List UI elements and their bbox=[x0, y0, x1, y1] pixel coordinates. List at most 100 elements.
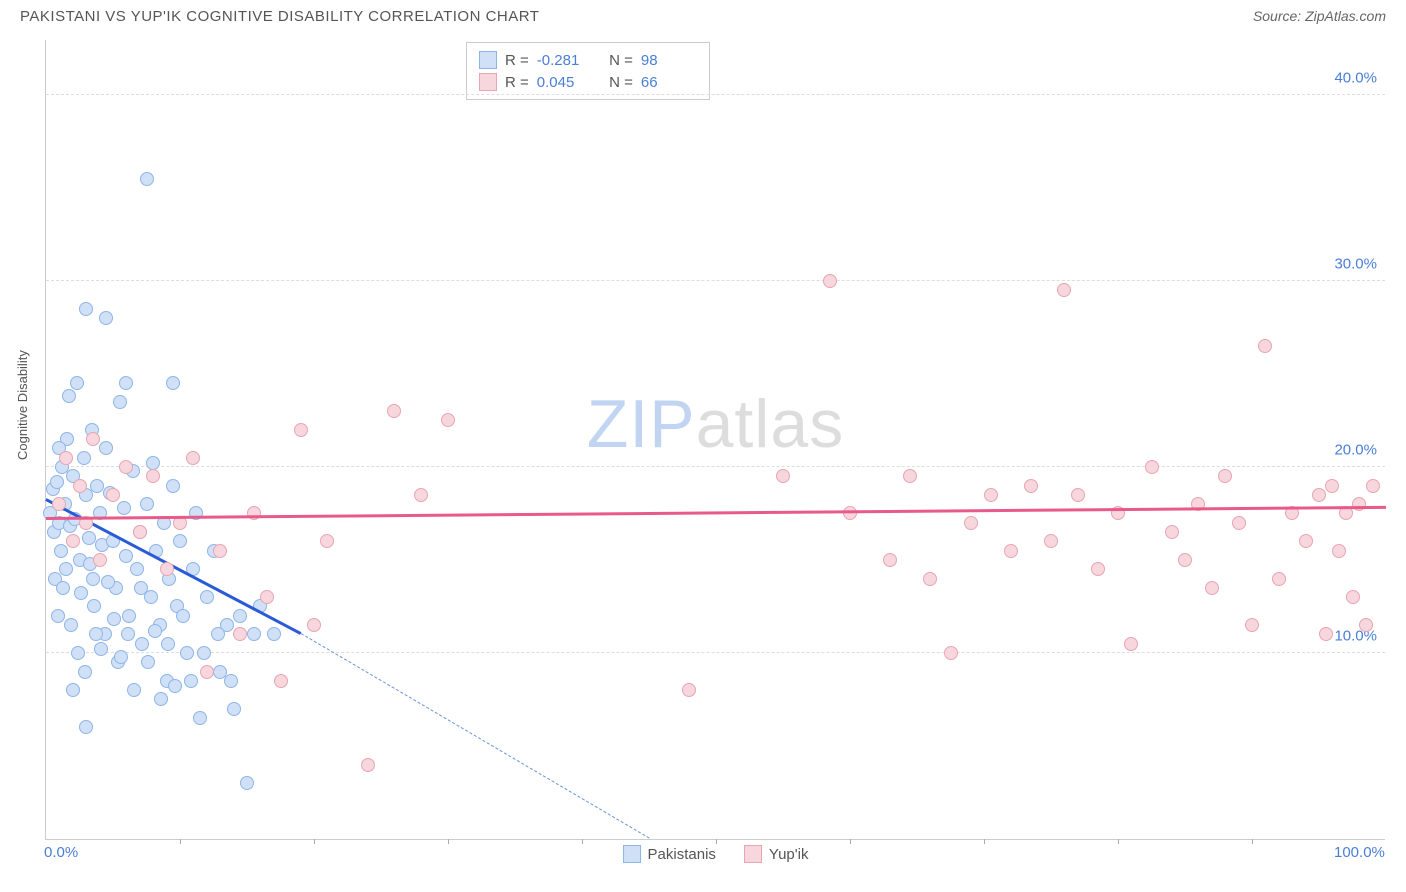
scatter-point bbox=[964, 516, 978, 530]
scatter-point bbox=[1218, 469, 1232, 483]
scatter-point bbox=[86, 572, 100, 586]
source-attribution: Source: ZipAtlas.com bbox=[1253, 8, 1386, 24]
scatter-point bbox=[166, 376, 180, 390]
scatter-point bbox=[127, 683, 141, 697]
n-value: 98 bbox=[641, 52, 697, 69]
scatter-point bbox=[89, 627, 103, 641]
scatter-point bbox=[180, 646, 194, 660]
x-tick-mark bbox=[984, 839, 985, 844]
y-tick-label: 20.0% bbox=[1334, 441, 1377, 458]
scatter-point bbox=[441, 413, 455, 427]
scatter-point bbox=[227, 702, 241, 716]
series-swatch bbox=[479, 51, 497, 69]
scatter-point bbox=[294, 423, 308, 437]
scatter-point bbox=[944, 646, 958, 660]
scatter-point bbox=[117, 501, 131, 515]
scatter-point bbox=[387, 404, 401, 418]
scatter-point bbox=[240, 776, 254, 790]
scatter-point bbox=[184, 674, 198, 688]
scatter-point bbox=[161, 637, 175, 651]
scatter-point bbox=[86, 432, 100, 446]
scatter-point bbox=[130, 562, 144, 576]
gridline bbox=[46, 652, 1385, 653]
scatter-point bbox=[52, 497, 66, 511]
scatter-point bbox=[106, 488, 120, 502]
scatter-point bbox=[1205, 581, 1219, 595]
legend-label: Pakistanis bbox=[648, 846, 716, 863]
scatter-point bbox=[99, 441, 113, 455]
scatter-point bbox=[133, 525, 147, 539]
scatter-point bbox=[1312, 488, 1326, 502]
scatter-point bbox=[79, 720, 93, 734]
r-label: R = bbox=[505, 52, 529, 69]
scatter-point bbox=[93, 553, 107, 567]
scatter-point bbox=[66, 534, 80, 548]
stats-row: R = -0.281 N = 98 bbox=[479, 49, 697, 71]
scatter-point bbox=[82, 531, 96, 545]
scatter-point bbox=[77, 451, 91, 465]
scatter-point bbox=[54, 544, 68, 558]
scatter-point bbox=[213, 544, 227, 558]
scatter-point bbox=[94, 642, 108, 656]
x-tick-mark bbox=[448, 839, 449, 844]
scatter-point bbox=[1245, 618, 1259, 632]
scatter-point bbox=[1346, 590, 1360, 604]
scatter-point bbox=[66, 683, 80, 697]
legend-swatch bbox=[623, 845, 641, 863]
correlation-stats-box: R = -0.281 N = 98R = 0.045 N = 66 bbox=[466, 42, 710, 100]
scatter-point bbox=[1024, 479, 1038, 493]
scatter-point bbox=[101, 575, 115, 589]
x-tick-mark bbox=[1118, 839, 1119, 844]
watermark-atlas: atlas bbox=[696, 386, 845, 462]
scatter-point bbox=[71, 646, 85, 660]
gridline bbox=[46, 280, 1385, 281]
scatter-point bbox=[79, 302, 93, 316]
scatter-point bbox=[1359, 618, 1373, 632]
n-label: N = bbox=[601, 52, 633, 69]
scatter-point bbox=[146, 469, 160, 483]
scatter-point bbox=[1299, 534, 1313, 548]
gridline bbox=[46, 94, 1385, 95]
scatter-point bbox=[776, 469, 790, 483]
scatter-point bbox=[1272, 572, 1286, 586]
chart-title: PAKISTANI VS YUP'IK COGNITIVE DISABILITY… bbox=[20, 8, 539, 25]
scatter-point bbox=[923, 572, 937, 586]
scatter-point bbox=[160, 562, 174, 576]
x-tick-mark bbox=[582, 839, 583, 844]
scatter-point bbox=[87, 599, 101, 613]
scatter-point bbox=[154, 692, 168, 706]
scatter-point bbox=[50, 475, 64, 489]
scatter-point bbox=[74, 586, 88, 600]
scatter-point bbox=[1044, 534, 1058, 548]
x-tick-mark bbox=[1252, 839, 1253, 844]
x-tick-mark bbox=[314, 839, 315, 844]
scatter-point bbox=[320, 534, 334, 548]
scatter-point bbox=[78, 665, 92, 679]
scatter-point bbox=[56, 581, 70, 595]
scatter-point bbox=[62, 389, 76, 403]
trend-line-extrapolated bbox=[300, 633, 649, 839]
scatter-point bbox=[168, 679, 182, 693]
scatter-point bbox=[90, 479, 104, 493]
r-value: -0.281 bbox=[537, 52, 593, 69]
legend: PakistanisYup'ik bbox=[623, 845, 809, 863]
scatter-point bbox=[176, 609, 190, 623]
legend-swatch bbox=[744, 845, 762, 863]
series-swatch bbox=[479, 73, 497, 91]
scatter-point bbox=[73, 479, 87, 493]
scatter-point bbox=[119, 549, 133, 563]
scatter-point bbox=[197, 646, 211, 660]
n-value: 66 bbox=[641, 74, 697, 91]
scatter-point bbox=[135, 637, 149, 651]
scatter-point bbox=[267, 627, 281, 641]
scatter-point bbox=[274, 674, 288, 688]
r-value: 0.045 bbox=[537, 74, 593, 91]
scatter-point bbox=[200, 665, 214, 679]
scatter-point bbox=[59, 451, 73, 465]
scatter-point bbox=[247, 506, 261, 520]
scatter-point bbox=[146, 456, 160, 470]
scatter-point bbox=[682, 683, 696, 697]
scatter-point bbox=[51, 609, 65, 623]
scatter-point bbox=[166, 479, 180, 493]
scatter-point bbox=[233, 609, 247, 623]
